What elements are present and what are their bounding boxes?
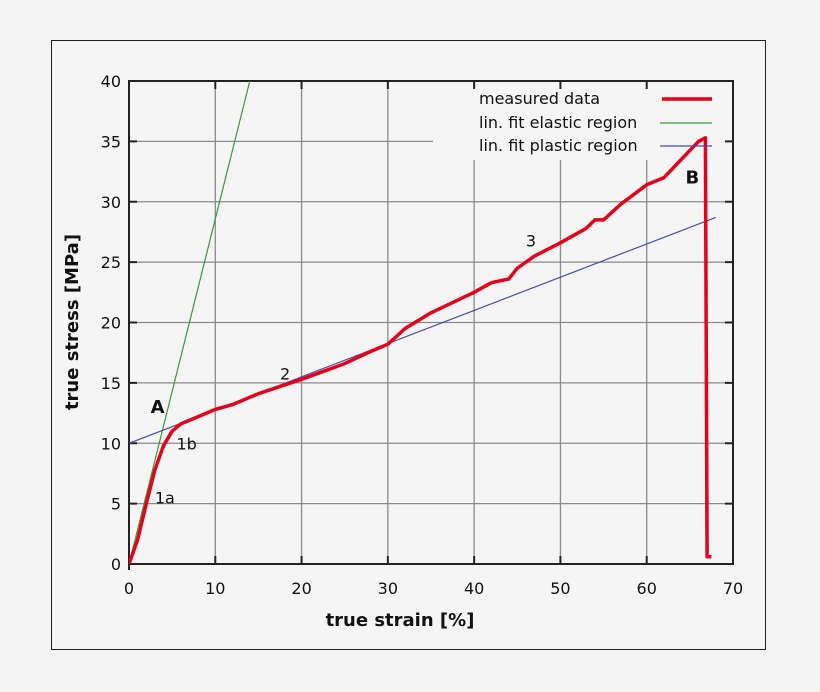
y-tick-label: 40 [101, 72, 121, 91]
y-tick-label: 20 [101, 314, 121, 333]
x-axis-title: true strain [%] [326, 610, 475, 631]
grid-lines [129, 81, 733, 564]
y-tick-label: 25 [101, 253, 121, 272]
legend: measured data lin. fit elastic region lin.… [479, 89, 712, 155]
y-tick-label: 15 [101, 374, 121, 393]
series-lin-fit-elastic-region [129, 81, 251, 564]
y-tick-label: 30 [101, 193, 121, 212]
y-axis-title: true stress [MPa] [62, 234, 83, 410]
y-tick-label: 5 [111, 495, 121, 514]
annotation-b: B [686, 168, 700, 189]
series-layer [129, 81, 716, 564]
y-tick-label: 0 [111, 555, 121, 574]
x-tick-labels: 0 10 20 30 40 50 60 70 [124, 579, 743, 598]
annotation-1a: 1a [155, 489, 175, 508]
x-tick-label: 30 [378, 579, 398, 598]
annotation-1b: 1b [176, 434, 196, 453]
legend-label: lin. fit plastic region [479, 136, 638, 155]
x-tick-label: 10 [205, 579, 225, 598]
x-tick-label: 20 [291, 579, 311, 598]
annotations: A 1a 1b 2 3 B [151, 168, 700, 508]
x-tick-label: 50 [550, 579, 570, 598]
y-tick-label: 35 [101, 132, 121, 151]
legend-label: measured data [479, 89, 600, 108]
y-tick-label: 10 [101, 434, 121, 453]
x-tick-label: 40 [464, 579, 484, 598]
x-tick-label: 70 [723, 579, 743, 598]
x-tick-label: 60 [637, 579, 657, 598]
annotation-2: 2 [280, 364, 290, 383]
axis-ticks [128, 81, 733, 570]
series-measured-data [129, 136, 712, 564]
y-tick-labels: 0 5 10 15 20 25 30 35 40 [101, 72, 121, 574]
annotation-a: A [151, 397, 165, 418]
legend-label: lin. fit elastic region [479, 113, 637, 132]
x-tick-label: 0 [124, 579, 134, 598]
annotation-3: 3 [526, 231, 536, 250]
